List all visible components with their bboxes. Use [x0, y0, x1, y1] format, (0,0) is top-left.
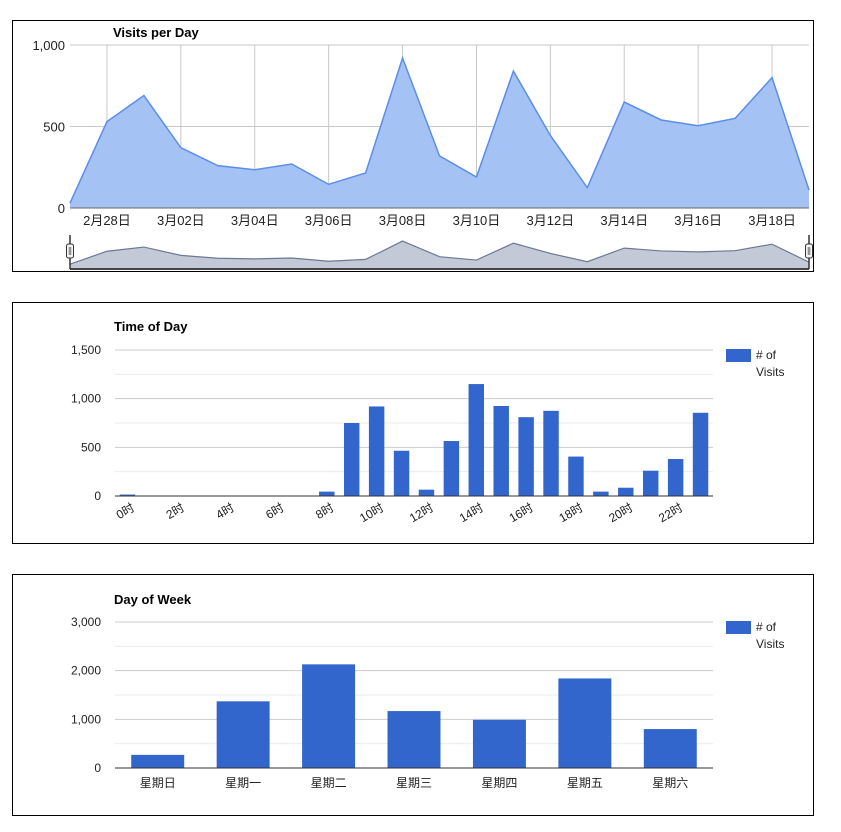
bar: [618, 487, 634, 496]
bar: [343, 423, 360, 496]
chart-title: Visits per Day: [113, 25, 200, 40]
bar: [393, 450, 410, 496]
x-tick-label: 3月16日: [674, 213, 722, 228]
x-tick-label: 3月12日: [526, 213, 574, 228]
legend: # of Visits: [726, 348, 784, 379]
y-tick-label: 0: [94, 761, 101, 775]
x-tick-label: 3月18日: [748, 213, 796, 228]
y-tick-label: 1,500: [71, 343, 101, 357]
bar: [543, 410, 559, 496]
bar: [131, 754, 185, 768]
range-right-handle[interactable]: [805, 235, 813, 269]
bar: [472, 719, 526, 768]
bar: [387, 711, 441, 768]
visits-per-day-chart: Visits per Day 1,000 500 0 2月28日 3月02日 3月04日…: [32, 25, 813, 270]
x-tick-label: 0时: [114, 500, 137, 521]
legend-swatch: [726, 621, 751, 634]
x-tick-label: 星期三: [396, 776, 432, 790]
y-tick-label: 3,000: [71, 615, 101, 629]
bar: [216, 701, 270, 768]
legend-label-line2: Visits: [756, 365, 784, 379]
y-tick-label: 1,000: [32, 38, 65, 53]
legend-label-line1: # of: [756, 620, 777, 634]
range-handle-grip: [805, 243, 813, 259]
day-of-week-chart: Day of Week 3,000 2,000 1,000 0 星期日 星期一 星期二 星期…: [71, 592, 784, 790]
range-selector-line: [69, 240, 810, 265]
x-tick-label: 星期四: [481, 776, 517, 790]
x-tick-label: 星期五: [567, 776, 603, 790]
x-tick-label: 3月14日: [600, 213, 648, 228]
bar: [643, 729, 697, 768]
x-tick-label: 20时: [606, 500, 635, 525]
bar: [418, 489, 435, 496]
bar: [468, 384, 485, 496]
x-tick-label: 3月02日: [157, 213, 205, 228]
x-tick-label: 18时: [556, 500, 585, 525]
chart-title: Day of Week: [114, 592, 192, 607]
bar: [558, 678, 612, 768]
y-tick-label: 0: [94, 489, 101, 503]
time-of-day-chart: Time of Day 1,500 1,000 500 0 0时 2时 4时 6时 8时 10时…: [71, 319, 784, 525]
bar: [667, 459, 684, 496]
bar: [443, 441, 460, 496]
day-of-week-panel: Day of Week 3,000 2,000 1,000 0 星期日 星期一 星期二 星期…: [12, 574, 814, 816]
legend-label-line2: Visits: [756, 637, 784, 651]
area-fill: [70, 58, 809, 208]
x-tick-label: 3月06日: [305, 213, 353, 228]
legend: # of Visits: [726, 620, 784, 651]
x-tick-label: 2时: [164, 500, 187, 521]
x-tick-label: 2月28日: [83, 213, 131, 228]
time-of-day-panel: Time of Day 1,500 1,000 500 0 0时 2时 4时 6时 8时 10时…: [12, 302, 814, 544]
range-left-handle[interactable]: [66, 235, 74, 269]
bar: [642, 470, 659, 496]
legend-label-line1: # of: [756, 348, 777, 362]
x-tick-label: 16时: [507, 500, 536, 525]
x-tick-label: 星期六: [652, 776, 688, 790]
bar: [302, 664, 356, 768]
range-selector-area: [70, 241, 809, 269]
x-tick-label: 星期二: [311, 776, 347, 790]
x-tick-label: 3月10日: [453, 213, 501, 228]
x-tick-label: 4时: [213, 500, 236, 521]
x-tick-label: 6时: [263, 500, 286, 521]
y-tick-label: 1,000: [71, 392, 101, 406]
y-tick-label: 2,000: [71, 664, 101, 678]
x-tick-label: 3月08日: [379, 213, 427, 228]
range-handle-grip: [66, 243, 74, 259]
y-tick-label: 500: [43, 120, 65, 135]
bar: [568, 456, 584, 496]
chart-title: Time of Day: [114, 319, 188, 334]
legend-swatch: [726, 349, 751, 362]
bar: [593, 491, 609, 496]
x-tick-label: 3月04日: [231, 213, 279, 228]
x-tick-label: 22时: [656, 500, 685, 525]
y-tick-label: 0: [58, 201, 65, 216]
bar: [119, 494, 136, 496]
x-tick-label: 8时: [313, 500, 336, 521]
x-tick-label: 星期日: [140, 776, 176, 790]
y-tick-label: 1,000: [71, 712, 101, 726]
bar: [692, 412, 709, 496]
bar: [319, 491, 335, 496]
x-tick-label: 10时: [357, 500, 386, 525]
bar: [518, 417, 534, 496]
bar: [493, 405, 509, 496]
x-tick-label: 12时: [407, 500, 436, 525]
x-tick-label: 14时: [457, 500, 486, 525]
y-tick-label: 500: [81, 440, 101, 454]
x-tick-label: 星期一: [225, 776, 261, 790]
bar: [368, 406, 385, 496]
visits-per-day-panel: Visits per Day 1,000 500 0 2月28日 3月02日 3月04日…: [12, 20, 814, 272]
